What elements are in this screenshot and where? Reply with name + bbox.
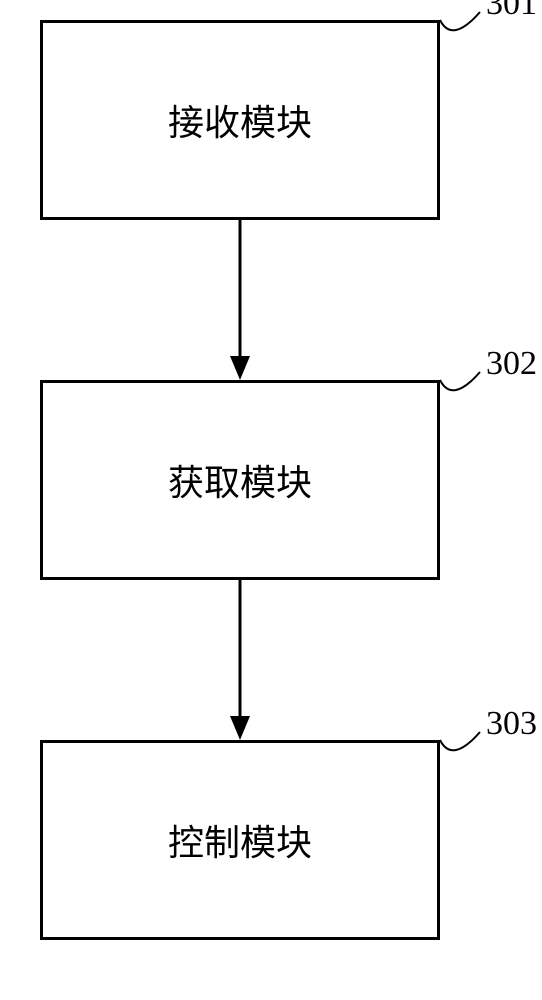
edge-arrow <box>227 220 253 380</box>
callout-label-302: 302 <box>486 345 537 383</box>
callout-label-301: 301 <box>486 0 537 23</box>
node-label: 接收模块 <box>168 94 312 146</box>
edge-arrow <box>227 580 253 740</box>
node-control-module: 控制模块 <box>40 740 440 940</box>
callout-curve <box>436 0 484 28</box>
node-receive-module: 接收模块 <box>40 20 440 220</box>
callout-label-303: 303 <box>486 705 537 743</box>
node-label: 获取模块 <box>168 454 312 506</box>
node-acquire-module: 获取模块 <box>40 380 440 580</box>
callout-curve <box>436 692 484 748</box>
callout-curve <box>436 332 484 388</box>
diagram-canvas: 接收模块 301 获取模块 302 控制模块 303 <box>0 0 542 1000</box>
node-label: 控制模块 <box>168 814 312 866</box>
